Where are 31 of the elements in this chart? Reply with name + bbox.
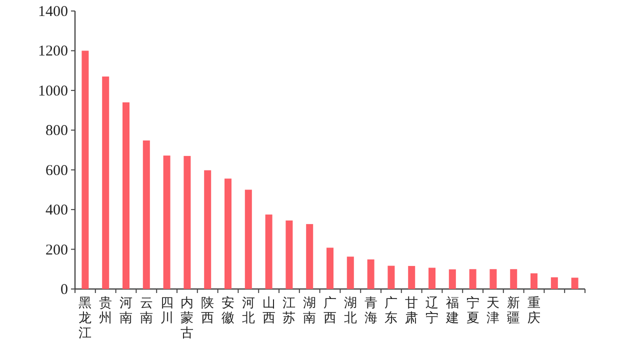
x-tick-label: 贵州 bbox=[99, 296, 112, 326]
x-tick-label: 河南 bbox=[120, 296, 132, 326]
x-tick-label: 内蒙古 bbox=[180, 296, 194, 341]
x-tick-label: 河北 bbox=[242, 296, 255, 326]
x-tick-label: 重庆 bbox=[528, 296, 540, 326]
x-tick-label: 湖南 bbox=[303, 296, 316, 326]
x-tick-label: 云南 bbox=[140, 296, 153, 326]
x-tick-label: 辽宁 bbox=[426, 296, 438, 326]
x-tick-label: 宁夏 bbox=[466, 295, 480, 326]
y-tick-label: 1400 bbox=[38, 4, 68, 20]
y-tick-label: 1000 bbox=[38, 83, 68, 100]
x-tick-label: 黑龙江 bbox=[78, 296, 92, 341]
x-tick-label: 湖北 bbox=[344, 296, 357, 326]
x-tick-label: 山西 bbox=[262, 296, 276, 326]
x-tick-label: 广东 bbox=[384, 296, 398, 326]
x-tick-label: 新疆 bbox=[507, 296, 520, 326]
y-tick-label: 400 bbox=[46, 202, 68, 219]
x-tick-label: 青海 bbox=[364, 296, 378, 326]
x-tick-label: 福建 bbox=[444, 296, 459, 326]
x-tick-label: 陕西 bbox=[201, 296, 214, 326]
y-tick-label: 200 bbox=[46, 242, 68, 258]
y-tick-label: 800 bbox=[46, 123, 68, 140]
x-tick-label: 江苏 bbox=[282, 296, 296, 326]
y-tick-label: 1200 bbox=[38, 44, 68, 60]
x-tick-label: 安徽 bbox=[222, 295, 234, 326]
y-tick-label: 0 bbox=[60, 282, 68, 298]
x-tick-label: 广西 bbox=[324, 296, 336, 326]
y-tick-label: 600 bbox=[46, 162, 68, 179]
x-tick-label: 甘肃 bbox=[405, 296, 418, 326]
x-tick-label: 天津 bbox=[486, 296, 500, 326]
x-tick-label: 四川 bbox=[160, 296, 174, 326]
